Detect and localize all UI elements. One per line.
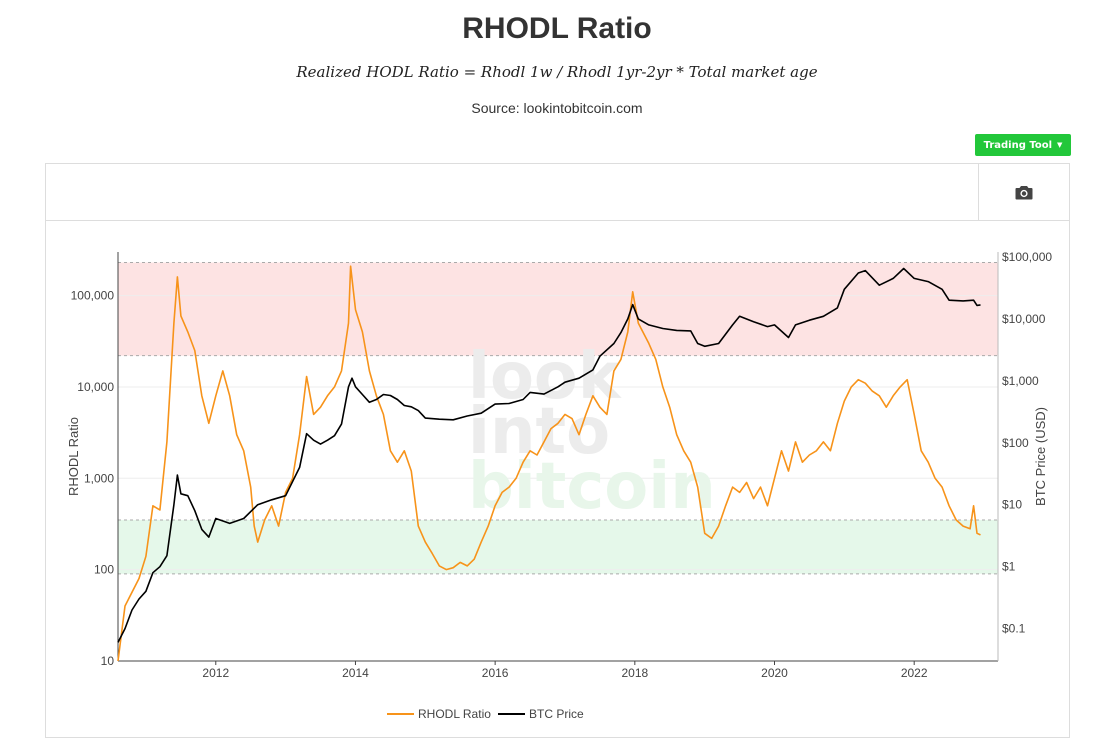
y-left-tick-label: 100: [94, 563, 114, 577]
x-tick-label: 2020: [761, 666, 788, 680]
band-top: [118, 262, 998, 356]
formula-subtitle: Realized HODL Ratio = Rhodl 1w / Rhodl 1…: [296, 63, 818, 81]
watermark-text: bitcoin: [468, 450, 716, 524]
y-right-tick-label: $100,000: [1002, 250, 1052, 264]
x-tick-label: 2016: [482, 666, 509, 680]
y-left-axis-title: RHODL Ratio: [66, 417, 81, 496]
chart-toolbar: [46, 164, 1069, 221]
x-tick-label: 2022: [901, 666, 928, 680]
page-title: RHODL Ratio: [462, 12, 652, 45]
camera-icon: [1015, 185, 1033, 199]
watermark-text: into: [468, 395, 610, 469]
x-tick-label: 2012: [202, 666, 229, 680]
x-tick-label: 2014: [342, 666, 369, 680]
chart-panel: [45, 163, 1070, 738]
y-right-axis-title: BTC Price (USD): [1033, 407, 1048, 506]
caret-down-icon: ▼: [1057, 141, 1063, 149]
trading-tool-button[interactable]: Trading Tool ▼: [975, 134, 1071, 156]
series-line-btc-price: [117, 267, 981, 643]
trading-tool-label: Trading Tool: [983, 139, 1053, 151]
y-left-tick-label: 1,000: [84, 471, 114, 485]
y-left-tick-label: 10: [101, 654, 115, 668]
y-right-tick-label: $0.1: [1002, 622, 1026, 636]
x-tick-label: 2018: [621, 666, 648, 680]
source-note: Source: lookintobitcoin.com: [471, 100, 643, 116]
y-right-tick-label: $1: [1002, 560, 1016, 574]
y-left-tick-label: 10,000: [77, 380, 114, 394]
y-right-tick-label: $10: [1002, 498, 1022, 512]
series-line-rhodl-ratio: [117, 265, 981, 662]
legend-item-label: RHODL Ratio: [418, 707, 491, 721]
y-right-tick-label: $1,000: [1002, 374, 1039, 388]
y-right-tick-label: $100: [1002, 436, 1029, 450]
y-right-tick-label: $10,000: [1002, 312, 1046, 326]
band-bottom: [118, 519, 998, 574]
download-image-button[interactable]: [978, 164, 1069, 220]
y-left-tick-label: 100,000: [71, 289, 115, 303]
legend-item-label: BTC Price: [529, 707, 584, 721]
